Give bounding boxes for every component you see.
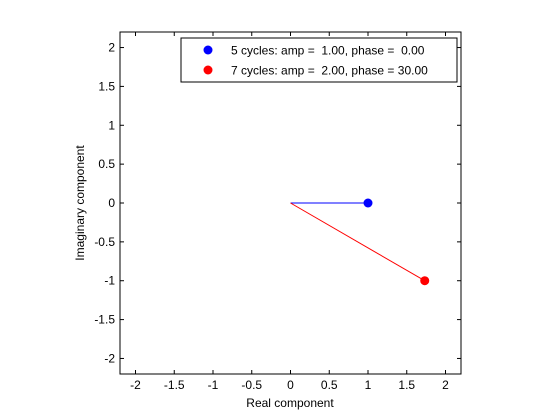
- y-tick-label: -0.5: [94, 235, 115, 249]
- phasor-line-series-2: [290, 202, 425, 282]
- x-tick-label: -0.5: [241, 378, 262, 392]
- x-axis-label: Real component: [246, 396, 334, 410]
- legend-marker-series-2: [203, 65, 213, 75]
- plot-frame: [119, 31, 462, 375]
- x-tick-label: 0: [287, 378, 294, 392]
- x-tick-label: 1.5: [398, 378, 415, 392]
- y-tick-label: 1: [108, 118, 115, 132]
- x-tick-label: 1: [365, 378, 372, 392]
- y-tick-label: -2: [104, 351, 115, 365]
- y-tick-label: 0.5: [98, 157, 115, 171]
- legend-entry-series-2: 7 cycles: amp = 2.00, phase = 30.00: [231, 64, 428, 78]
- legend-entry-series-1: 5 cycles: amp = 1.00, phase = 0.00: [231, 44, 425, 58]
- phasor-point-series-2: [420, 276, 430, 286]
- y-axis-label: Imaginary component: [73, 145, 87, 261]
- x-tick-label: -2: [130, 378, 141, 392]
- legend-marker-series-1: [203, 45, 213, 55]
- x-tick-label: -1.5: [164, 378, 185, 392]
- y-tick-label: 2: [108, 41, 115, 55]
- y-tick-label: -1: [104, 274, 115, 288]
- phasor-point-series-1: [363, 198, 373, 208]
- legend: 5 cycles: amp = 1.00, phase = 0.00 7 cyc…: [180, 37, 458, 83]
- y-tick-label: -1.5: [94, 313, 115, 327]
- x-tick-label: -1: [208, 378, 219, 392]
- x-tick-label: 2: [442, 378, 449, 392]
- y-tick-label: 1.5: [98, 79, 115, 93]
- y-tick-label: 0: [108, 196, 115, 210]
- legend-box: [180, 37, 458, 83]
- x-tick-label: 0.5: [321, 378, 338, 392]
